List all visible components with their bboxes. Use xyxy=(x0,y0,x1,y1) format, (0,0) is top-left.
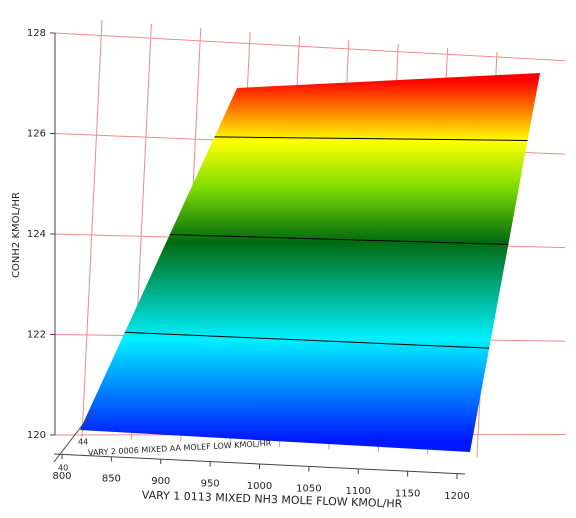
grid-line xyxy=(54,32,566,62)
x-tick-label: 900 xyxy=(151,476,170,487)
x-tick-label: 950 xyxy=(201,479,220,490)
x-tick-label: 800 xyxy=(52,471,71,482)
surface xyxy=(80,73,540,452)
grid-line xyxy=(81,19,103,438)
contour-line xyxy=(214,136,528,141)
z-tick-label: 128 xyxy=(27,28,46,39)
x-tick-label: 1150 xyxy=(395,489,420,500)
z-tick-label: 120 xyxy=(27,430,46,441)
z-tick-label: 126 xyxy=(27,129,46,140)
x-tick-label: 1050 xyxy=(296,484,321,495)
x-tick-label: 1100 xyxy=(346,486,371,497)
y-tick-label: 44 xyxy=(78,438,88,447)
x-tick-label: 1200 xyxy=(444,491,469,502)
z-tick-label: 124 xyxy=(27,229,46,240)
surface-group xyxy=(80,73,540,452)
x-tick-label: 850 xyxy=(102,474,121,485)
x-tick-label: 1000 xyxy=(247,481,272,492)
z-tick-label: 122 xyxy=(27,330,46,341)
y-tick-label: 40 xyxy=(58,464,68,473)
contour-line xyxy=(169,234,509,245)
y-axis-line xyxy=(53,409,95,463)
contour-line xyxy=(124,331,490,349)
z-axis-title: CONH2 KMOL/HR xyxy=(11,192,22,278)
axes: 120 122 124 126 128 800 850 900 950 1000 1050 1100 1… xyxy=(27,28,470,502)
y-axis-title: VARY 2 0006 MIXED AA MOLEF LOW KMOL/HR xyxy=(88,439,272,458)
